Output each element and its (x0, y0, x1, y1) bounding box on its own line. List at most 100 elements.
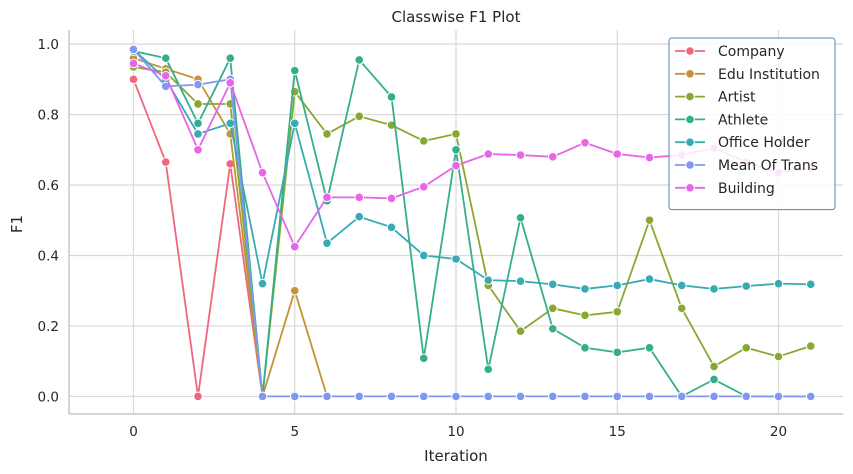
data-point-building (354, 192, 365, 203)
data-point-mean-of-trans (515, 391, 526, 402)
data-point-mean-of-trans (676, 391, 687, 402)
data-point-mean-of-trans (547, 391, 558, 402)
data-point-office-holder (483, 275, 494, 285)
data-point-mean-of-trans (193, 79, 203, 90)
data-point-artist (805, 341, 816, 351)
tick-labels: 0 5 10 15 20 0.0 0.2 0.4 0.6 0.8 1.0 (38, 37, 788, 440)
legend-label: Athlete (718, 112, 768, 128)
data-point-building (322, 192, 332, 203)
legend-item-office-holder: Office Holder (675, 135, 810, 151)
data-point-office-holder (676, 280, 687, 291)
data-point-building (289, 241, 300, 252)
series-artist (128, 62, 816, 402)
legend-box (668, 37, 836, 211)
data-point-mean-of-trans (612, 391, 623, 402)
data-point-office-holder (289, 118, 300, 129)
data-point-building (483, 149, 494, 159)
data-point-building (418, 181, 429, 192)
data-point-artist (580, 310, 590, 321)
legend-label: Artist (718, 90, 756, 106)
data-point-building (547, 152, 558, 162)
data-point-company (128, 74, 139, 85)
data-point-mean-of-trans (257, 391, 268, 402)
series-line-athlete (133, 50, 811, 398)
legend-swatch-marker (685, 160, 695, 170)
data-point-office-holder (386, 222, 397, 233)
data-point-mean-of-trans (354, 391, 365, 402)
data-point-building (515, 150, 526, 160)
data-point-office-holder (612, 280, 623, 291)
legend-item-mean-of-trans: Mean Of Trans (675, 158, 818, 174)
data-point-athlete (612, 347, 623, 358)
data-point-building (193, 144, 203, 155)
data-point-mean-of-trans (418, 391, 429, 402)
series-office-holder (128, 44, 816, 294)
y-tick-label: 0.8 (38, 108, 59, 124)
legend-label: Edu Institution (718, 67, 820, 83)
legend-swatch-marker (685, 46, 695, 56)
data-point-artist (193, 99, 203, 109)
series-mean-of-trans (128, 44, 816, 402)
series-line-artist (133, 66, 812, 398)
data-point-office-holder (580, 284, 590, 294)
data-point-building (225, 78, 236, 88)
data-point-mean-of-trans (805, 391, 816, 402)
data-point-office-holder (773, 278, 784, 289)
x-tick-label: 5 (290, 424, 299, 440)
data-point-building (257, 167, 268, 178)
data-point-company (160, 157, 171, 167)
data-point-office-holder (225, 118, 236, 129)
data-point-artist (676, 303, 687, 314)
legend-label: Company (718, 44, 785, 60)
data-point-office-holder (354, 211, 365, 222)
data-point-mean-of-trans (580, 391, 590, 402)
data-point-mean-of-trans (741, 391, 752, 402)
data-point-athlete (160, 53, 171, 63)
legend-item-edu-institution: Edu Institution (675, 67, 820, 83)
data-point-athlete (289, 65, 300, 76)
data-point-building (644, 152, 655, 163)
data-point-office-holder (547, 279, 558, 290)
data-point-artist (612, 307, 623, 317)
data-point-mean-of-trans (644, 391, 655, 402)
data-point-athlete (225, 53, 236, 63)
data-point-company (193, 391, 203, 402)
data-point-artist (741, 342, 752, 353)
data-point-office-holder (322, 238, 332, 248)
legend-swatch-marker (685, 69, 695, 79)
data-point-athlete (451, 144, 461, 155)
data-point-artist (515, 326, 526, 337)
data-point-athlete (418, 353, 429, 364)
x-tick-label: 0 (129, 424, 138, 440)
data-point-office-holder (515, 276, 526, 286)
data-point-athlete (580, 342, 590, 353)
data-point-athlete (386, 92, 397, 102)
data-point-building (451, 160, 461, 171)
series-line-mean-of-trans (132, 48, 811, 398)
data-point-office-holder (805, 279, 816, 290)
data-point-athlete (709, 374, 719, 385)
data-point-artist (644, 215, 655, 226)
data-point-building (128, 58, 139, 69)
y-tick-label: 0.0 (38, 389, 59, 405)
chart-title: Classwise F1 Plot (392, 8, 521, 26)
data-point-office-holder (644, 274, 655, 284)
data-point-mean-of-trans (386, 391, 397, 402)
x-tick-label: 10 (447, 424, 464, 440)
legend-label: Mean Of Trans (718, 158, 818, 174)
data-point-office-holder (709, 284, 719, 294)
legend-item-athlete: Athlete (675, 112, 768, 128)
legend-item-company: Company (675, 44, 785, 60)
data-point-artist (709, 361, 719, 372)
data-point-artist (547, 303, 558, 314)
legend: Company Edu Institution Artist Athlete Offic… (668, 37, 836, 211)
data-point-mean-of-trans (289, 391, 300, 402)
data-point-artist (322, 129, 332, 139)
data-point-artist (773, 351, 784, 362)
data-point-mean-of-trans (773, 391, 784, 402)
legend-swatch-marker (685, 183, 695, 193)
legend-item-artist: Artist (675, 90, 756, 106)
data-point-building (580, 137, 590, 148)
series-line-office-holder (132, 48, 811, 290)
